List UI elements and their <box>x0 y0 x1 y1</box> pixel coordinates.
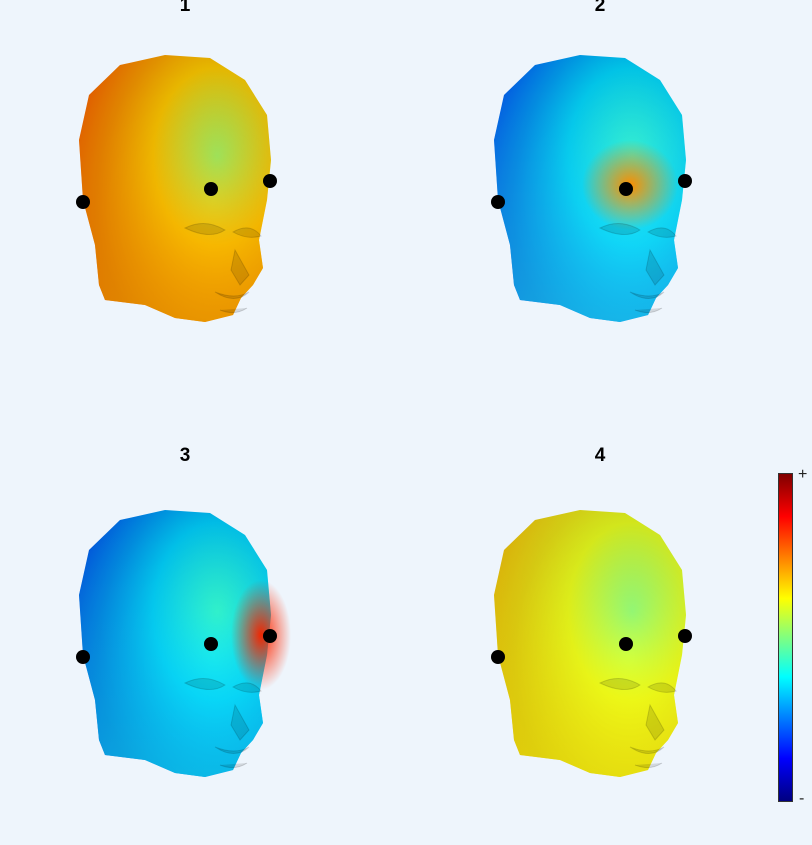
face-feature-shading <box>183 678 226 690</box>
electrode-dot <box>619 637 633 651</box>
face-feature-shading <box>634 307 663 314</box>
head-render <box>76 510 291 777</box>
panel-title: 3 <box>179 445 191 466</box>
electrode-dot <box>263 174 277 188</box>
face-feature-shading <box>219 762 248 769</box>
face-feature-shading <box>598 223 641 235</box>
electrode-dot <box>678 174 692 188</box>
electrode-dot <box>76 650 90 664</box>
face-feature-shading <box>214 746 250 754</box>
face-feature-shading <box>645 703 665 741</box>
electrode-dot <box>491 195 505 209</box>
electrode-dot <box>678 629 692 643</box>
face-feature-shading <box>629 746 665 754</box>
head-panel-4: 4 <box>450 445 750 845</box>
face-feature-shading <box>232 227 262 238</box>
face-feature-shading <box>214 291 250 299</box>
electrode-dot <box>204 637 218 651</box>
electrode-dot <box>204 182 218 196</box>
face-feature-shading <box>645 248 665 286</box>
head-render <box>491 55 692 322</box>
head-render <box>76 55 277 322</box>
face-feature-shading <box>230 248 250 286</box>
head-panel-3: 3 <box>35 445 335 845</box>
face-feature-shading <box>647 682 677 693</box>
face-feature-shading <box>634 762 663 769</box>
colorbar-minus-label: - <box>799 790 805 807</box>
head-panel-1: 1 <box>35 0 335 400</box>
electrode-dot <box>619 182 633 196</box>
panel-title: 4 <box>594 445 606 466</box>
panel-title: 2 <box>594 0 606 16</box>
colorbar-plus-label: + <box>798 466 808 483</box>
electrode-dot <box>263 629 277 643</box>
colorbar <box>778 473 793 802</box>
face-feature-shading <box>219 307 248 314</box>
face-feature-shading <box>598 678 641 690</box>
electrode-dot <box>76 195 90 209</box>
head-panel-2: 2 <box>450 0 750 400</box>
face-feature-shading <box>230 703 250 741</box>
face-feature-shading <box>629 291 665 299</box>
head-render <box>491 510 692 777</box>
panel-title: 1 <box>179 0 191 16</box>
face-feature-shading <box>647 227 677 238</box>
face-feature-shading <box>183 223 226 235</box>
electrode-dot <box>491 650 505 664</box>
face-feature-shading <box>232 682 262 693</box>
